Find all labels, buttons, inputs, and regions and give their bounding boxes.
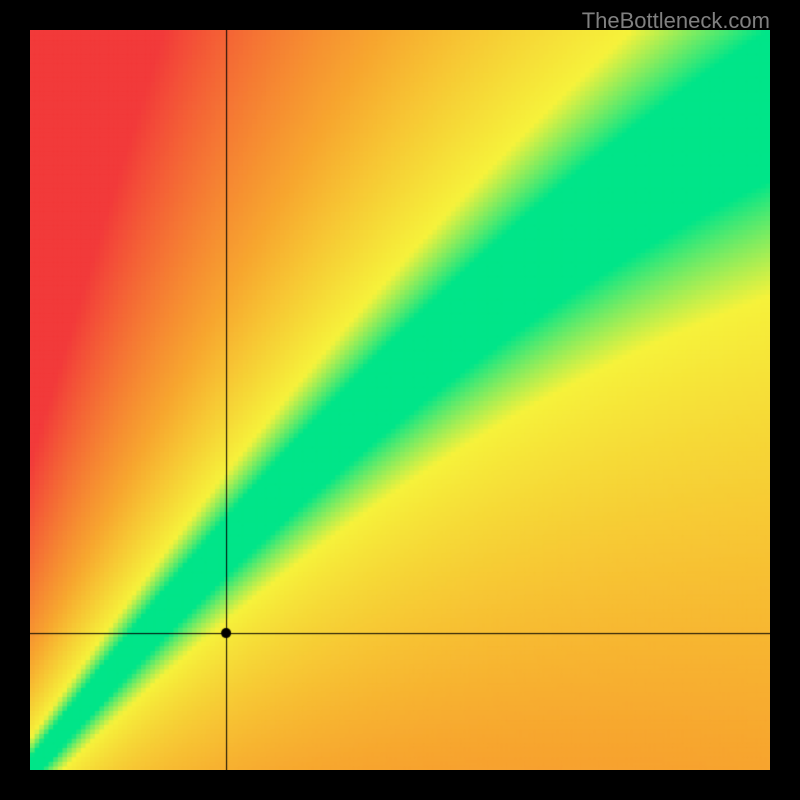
chart-container: TheBottleneck.com <box>0 0 800 800</box>
bottleneck-heatmap <box>30 30 770 770</box>
watermark-text: TheBottleneck.com <box>582 8 770 34</box>
